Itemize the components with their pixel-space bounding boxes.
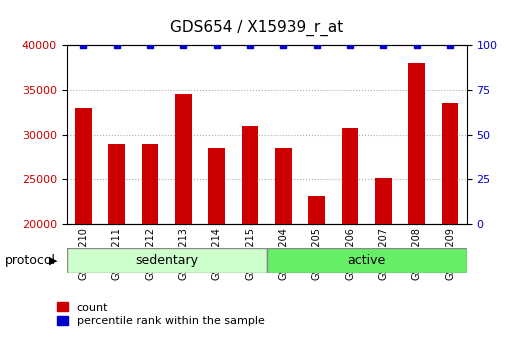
Bar [242,126,259,224]
Point [379,42,388,48]
FancyBboxPatch shape [67,248,267,273]
Point [446,42,454,48]
Text: ▶: ▶ [49,256,57,265]
Point [312,42,321,48]
Point [246,42,254,48]
Legend: count, percentile rank within the sample: count, percentile rank within the sample [57,302,265,326]
Point [346,42,354,48]
Point [212,42,221,48]
Bar [342,128,359,224]
Point [79,42,87,48]
Text: sedentary: sedentary [135,254,198,267]
Bar [442,103,459,224]
Bar [208,148,225,224]
Point [279,42,287,48]
Bar [275,148,292,224]
Point [179,42,187,48]
Bar [142,144,159,224]
Bar [175,94,192,224]
Point [112,42,121,48]
Bar [308,196,325,224]
Bar [375,178,392,224]
Text: GDS654 / X15939_r_at: GDS654 / X15939_r_at [170,20,343,36]
Text: active: active [348,254,386,267]
Text: protocol: protocol [5,254,56,267]
FancyBboxPatch shape [267,248,467,273]
Bar [108,144,125,224]
Point [412,42,421,48]
Bar [408,63,425,224]
Point [146,42,154,48]
Bar [75,108,92,224]
